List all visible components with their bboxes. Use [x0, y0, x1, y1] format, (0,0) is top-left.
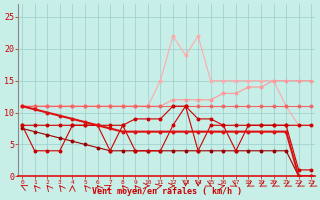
X-axis label: Vent moyen/en rafales ( km/h ): Vent moyen/en rafales ( km/h )	[92, 187, 242, 196]
